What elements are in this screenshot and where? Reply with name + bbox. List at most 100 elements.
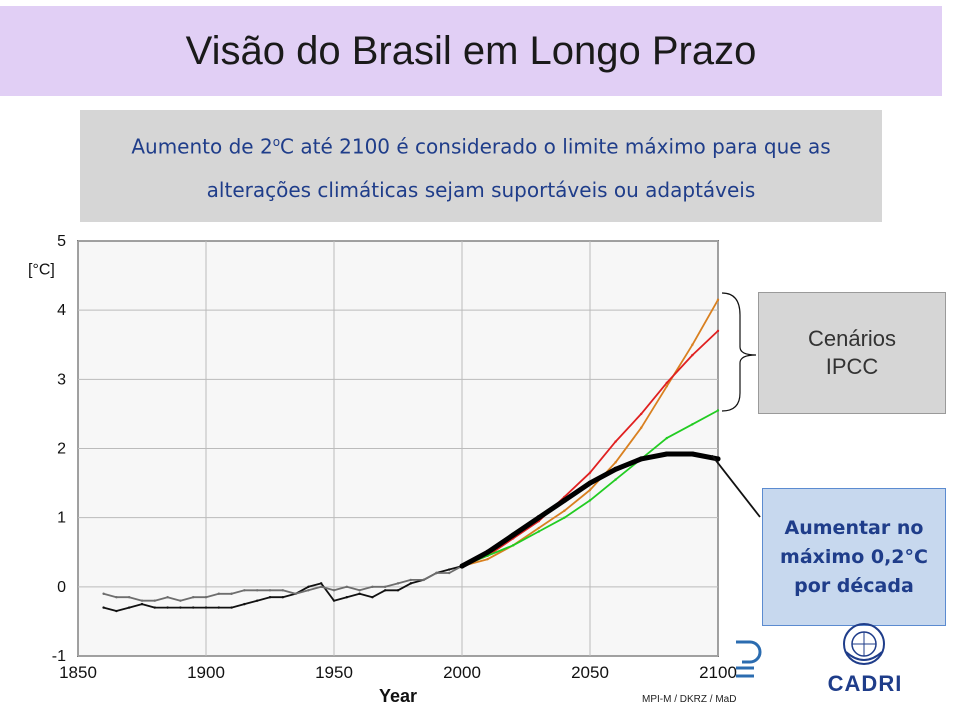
series-obs_black-point — [384, 589, 387, 592]
series-target-point — [689, 451, 695, 457]
series-obs_black-point — [320, 582, 323, 585]
series-obs_black-point — [128, 606, 131, 609]
image-credit: MPI-M / DKRZ / MaD — [642, 694, 737, 705]
series-low-point — [665, 436, 668, 440]
temperature-chart: 1850 1900 1950 2000 2050 2100 -1 0 1 2 3 4 5[°C] Year — [28, 233, 761, 706]
un-emblem-icon — [843, 623, 885, 665]
x-tick-label: 1900 — [187, 663, 225, 682]
note-box: Aumento de 2oC até 2100 é considerado o … — [80, 110, 882, 222]
y-tick-label: 0 — [57, 579, 66, 596]
note-line-1: Aumento de 2oC até 2100 é considerado o … — [131, 134, 831, 159]
series-target-point — [587, 480, 593, 486]
cadri-logo: CADRI — [820, 622, 910, 696]
series-obs_gray-point — [396, 582, 400, 585]
cadri-wordmark: CADRI — [827, 671, 903, 696]
series-obs_gray-point — [435, 571, 438, 575]
series-obs_black-point — [115, 609, 118, 613]
series-obs_black-point — [153, 606, 156, 609]
x-tick-label: 2100 — [699, 663, 737, 682]
series-obs_black-point — [179, 606, 182, 609]
x-tick-label: 1850 — [59, 663, 97, 682]
x-tick-label: 2050 — [571, 663, 609, 682]
y-tick-label: 1 — [57, 510, 66, 527]
title-banner: Visão do Brasil em Longo Prazo — [0, 6, 942, 96]
series-obs_gray-point — [115, 596, 118, 599]
series-obs_black-point — [409, 582, 412, 585]
y-tick-label: 3 — [57, 371, 66, 388]
x-tick-label: 1950 — [315, 663, 353, 682]
series-target-point — [561, 497, 567, 503]
series-obs_black-point — [102, 606, 105, 609]
series-high-point — [537, 526, 540, 530]
series-obs_gray-point — [268, 589, 272, 592]
series-obs_gray-point — [166, 596, 169, 599]
series-obs_black-point — [192, 606, 195, 609]
series-low-point — [563, 516, 566, 519]
series-low-point — [512, 544, 515, 547]
series-low-point — [588, 499, 592, 502]
series-target-point — [510, 532, 516, 538]
limit-connector — [711, 454, 761, 518]
y-tick-label: 5 — [57, 233, 66, 250]
note-line-2: alterações climáticas sejam suportáveis … — [206, 178, 756, 203]
series-obs_black-point — [140, 602, 144, 606]
limit-line-2: máximo 0,2°C — [780, 545, 928, 568]
series-obs_gray-point — [358, 589, 361, 592]
series-mid-point — [665, 381, 668, 384]
series-obs_black-point — [281, 596, 284, 599]
series-target-point — [485, 549, 491, 555]
series-obs_black-point — [243, 602, 246, 606]
series-obs_black-point — [345, 596, 348, 599]
series-obs_gray-point — [153, 599, 156, 602]
series-obs_gray-point — [256, 589, 259, 592]
series-high-point — [665, 385, 668, 388]
series-obs_black-point — [396, 589, 400, 592]
series-low-point — [716, 409, 720, 412]
series-target-point — [613, 466, 619, 472]
series-mid-point — [691, 353, 694, 357]
series-obs_gray-point — [102, 592, 105, 595]
limit-line-3: por década — [794, 574, 914, 597]
series-obs_gray-point — [320, 585, 323, 589]
series-obs_black-point — [448, 568, 451, 571]
series-mid-point — [614, 440, 617, 443]
series-mid-point — [588, 471, 592, 474]
series-obs_black-point — [204, 606, 208, 609]
series-obs_black-point — [166, 606, 169, 609]
series-target-point — [459, 563, 465, 569]
limit-line-1: Aumentar no — [784, 516, 924, 539]
series-obs_gray-point — [345, 585, 348, 589]
series-obs_gray-point — [422, 578, 425, 582]
y-axis-label: [°C] — [28, 262, 55, 279]
series-low-point — [614, 478, 617, 481]
series-high-point — [640, 426, 643, 429]
series-obs_black-point — [256, 599, 259, 602]
partner-logo-icon — [736, 640, 762, 678]
series-obs_gray-point — [204, 596, 208, 599]
series-obs_gray-point — [281, 589, 284, 592]
series-high-point — [691, 343, 694, 346]
series-obs_gray-point — [448, 571, 451, 575]
series-target-point — [638, 456, 644, 462]
series-obs_black-point — [332, 599, 336, 602]
series-obs_gray-point — [294, 592, 297, 595]
series-high-point — [563, 509, 566, 512]
series-obs_black-point — [307, 585, 310, 589]
series-mid-point — [640, 412, 643, 416]
series-high-point — [486, 557, 489, 561]
limit-box: Aumentar no máximo 0,2°C por década — [762, 488, 946, 626]
series-high-point — [716, 298, 720, 301]
y-tick-label: -1 — [52, 648, 66, 665]
scenarios-line-1: Cenários — [807, 326, 897, 351]
series-obs_black-point — [371, 596, 374, 599]
scenarios-bracket — [721, 292, 757, 412]
series-obs_black-point — [358, 592, 361, 595]
series-obs_gray-point — [230, 592, 233, 595]
series-obs_gray-point — [409, 578, 412, 582]
series-obs_gray-point — [307, 589, 310, 592]
series-low-point — [691, 423, 694, 426]
series-obs_black-point — [268, 596, 272, 599]
series-obs_black-point — [230, 606, 233, 609]
series-obs_gray-point — [371, 585, 374, 589]
x-axis-label: Year — [379, 686, 417, 706]
